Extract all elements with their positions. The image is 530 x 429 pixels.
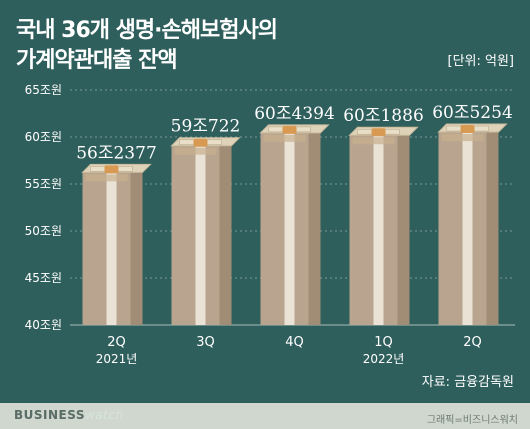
money-band — [371, 128, 386, 137]
bar-band-strip — [373, 135, 384, 325]
brand-name-suffix: watch — [84, 408, 124, 422]
bar-side — [486, 132, 499, 325]
brand-logo: BUSINESSwatch — [14, 408, 124, 422]
value-label: 60조4394 — [254, 104, 335, 124]
chart-title-line2: 가계약관대출 잔액 — [16, 48, 178, 73]
bill-edge — [85, 174, 128, 182]
money-band — [193, 138, 208, 147]
x-year-label: 2022년 — [363, 352, 405, 366]
bar-chart: 40조원 45조원 50조원 55조원 60조원 65조원 56조2377 2Q 2021년 59… — [25, 83, 515, 366]
y-tick-label: 65조원 — [25, 83, 62, 97]
source-note: 자료: 금융감독원 — [421, 375, 514, 390]
bar-side — [397, 135, 410, 325]
y-tick-label: 55조원 — [25, 177, 62, 191]
graphic-credit: 그래픽=비즈니스워치 — [426, 415, 518, 426]
bill-edge — [352, 137, 395, 145]
x-tick-label: 1Q — [374, 335, 393, 350]
x-tick-label: 3Q — [196, 335, 215, 350]
chart-card: 국내 36개 생명·손해보험사의 가계약관대출 잔액 [단위: 억원] 40조원… — [0, 0, 530, 403]
chart-title-line1: 국내 36개 생명·손해보험사의 — [16, 18, 278, 43]
bar — [81, 163, 152, 325]
value-label: 56조2377 — [76, 143, 157, 163]
y-tick-label: 60조원 — [25, 130, 62, 144]
bar — [170, 137, 241, 325]
bar — [259, 124, 330, 325]
bill-edge — [263, 134, 306, 142]
y-tick-label: 45조원 — [25, 271, 62, 285]
bar — [348, 126, 419, 325]
bill-edge — [174, 147, 217, 155]
bar — [437, 123, 508, 325]
bar-band-strip — [284, 132, 295, 325]
y-tick-label: 50조원 — [25, 224, 62, 238]
money-band — [104, 165, 119, 174]
bar-band-strip — [195, 145, 206, 325]
value-label: 59조722 — [171, 117, 241, 137]
bar-band-strip — [106, 172, 117, 325]
x-year-label: 2021년 — [96, 352, 138, 366]
bill-edge — [441, 134, 484, 142]
x-tick-label: 4Q — [285, 335, 304, 350]
money-band — [282, 125, 297, 134]
value-label: 60조5254 — [432, 103, 513, 123]
money-band — [460, 125, 475, 134]
x-tick-label: 2Q — [463, 335, 482, 350]
brand-name: BUSINESS — [14, 408, 85, 422]
bar-band-strip — [462, 132, 473, 325]
bar-side — [219, 145, 232, 325]
bar-side — [130, 172, 143, 325]
value-label: 60조1886 — [343, 106, 424, 126]
y-tick-label: 40조원 — [25, 318, 62, 332]
bar-side — [308, 132, 321, 325]
unit-label: [단위: 억원] — [447, 54, 515, 69]
x-tick-label: 2Q — [107, 335, 126, 350]
